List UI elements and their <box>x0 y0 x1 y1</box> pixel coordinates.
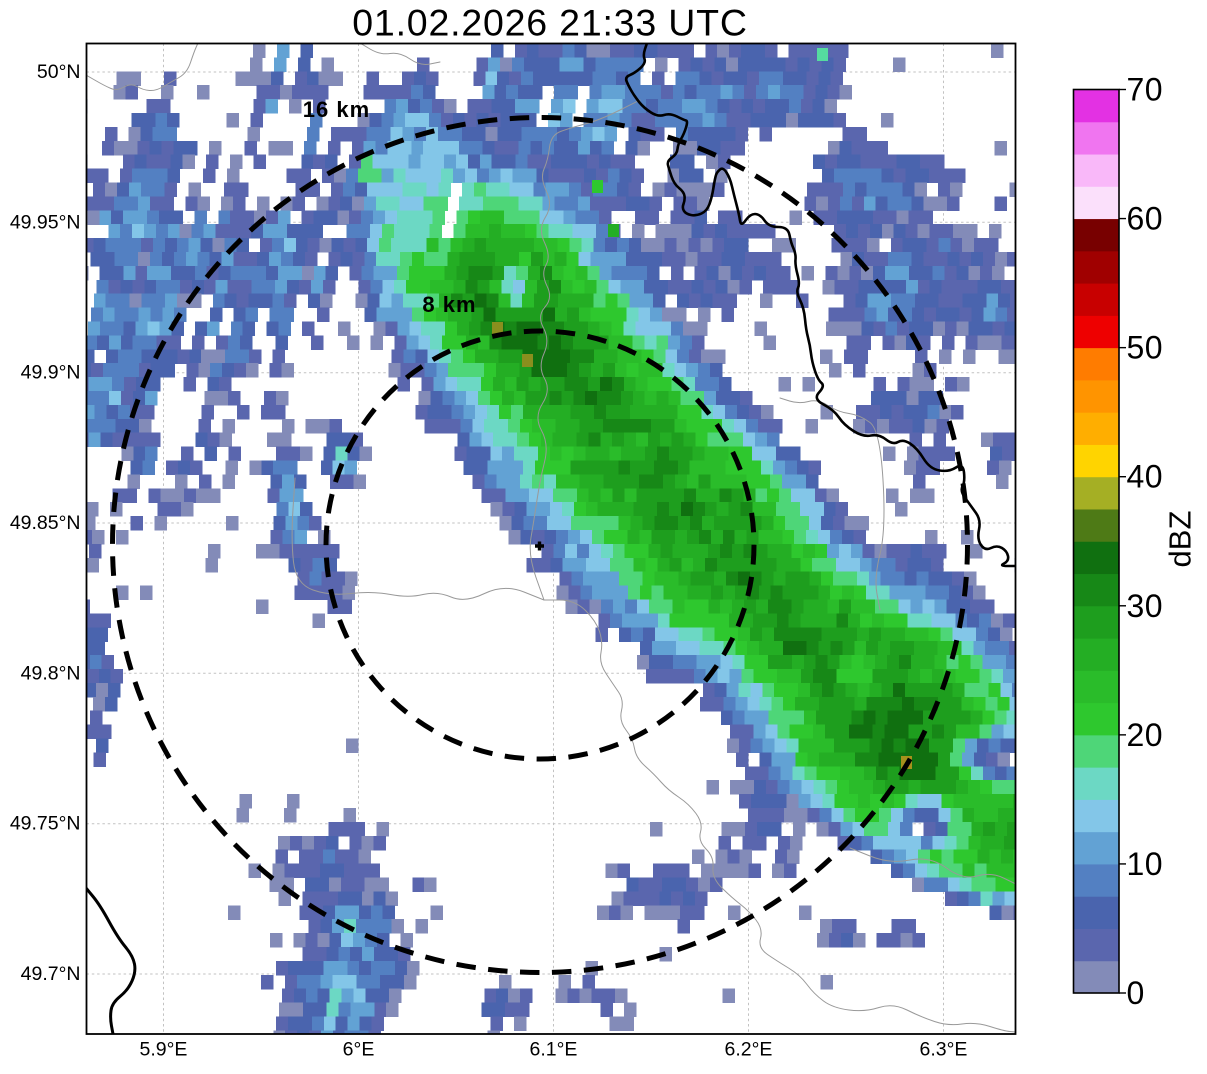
svg-text:8 km: 8 km <box>422 292 476 317</box>
svg-text:70: 70 <box>1127 72 1164 108</box>
svg-text:50°N: 50°N <box>37 61 81 83</box>
svg-text:16 km: 16 km <box>303 97 370 122</box>
svg-text:5.9°E: 5.9°E <box>140 1039 188 1061</box>
svg-text:30: 30 <box>1127 588 1164 624</box>
svg-text:6.3°E: 6.3°E <box>920 1039 968 1061</box>
svg-text:49.95°N: 49.95°N <box>10 211 81 233</box>
svg-text:6.2°E: 6.2°E <box>725 1039 773 1061</box>
svg-text:0: 0 <box>1127 975 1145 1011</box>
svg-text:6°E: 6°E <box>343 1039 375 1061</box>
svg-text:60: 60 <box>1127 201 1164 237</box>
svg-text:6.1°E: 6.1°E <box>530 1039 578 1061</box>
svg-text:49.75°N: 49.75°N <box>10 813 81 835</box>
svg-text:49.85°N: 49.85°N <box>10 512 81 534</box>
svg-text:dBZ: dBZ <box>1163 511 1198 568</box>
svg-text:01.02.2026 21:33 UTC: 01.02.2026 21:33 UTC <box>352 2 747 44</box>
svg-text:49.7°N: 49.7°N <box>21 963 81 985</box>
svg-text:20: 20 <box>1127 717 1164 753</box>
svg-text:10: 10 <box>1127 846 1164 882</box>
svg-text:49.9°N: 49.9°N <box>21 362 81 384</box>
svg-text:50: 50 <box>1127 330 1164 366</box>
svg-text:40: 40 <box>1127 459 1164 495</box>
svg-text:49.8°N: 49.8°N <box>21 662 81 684</box>
